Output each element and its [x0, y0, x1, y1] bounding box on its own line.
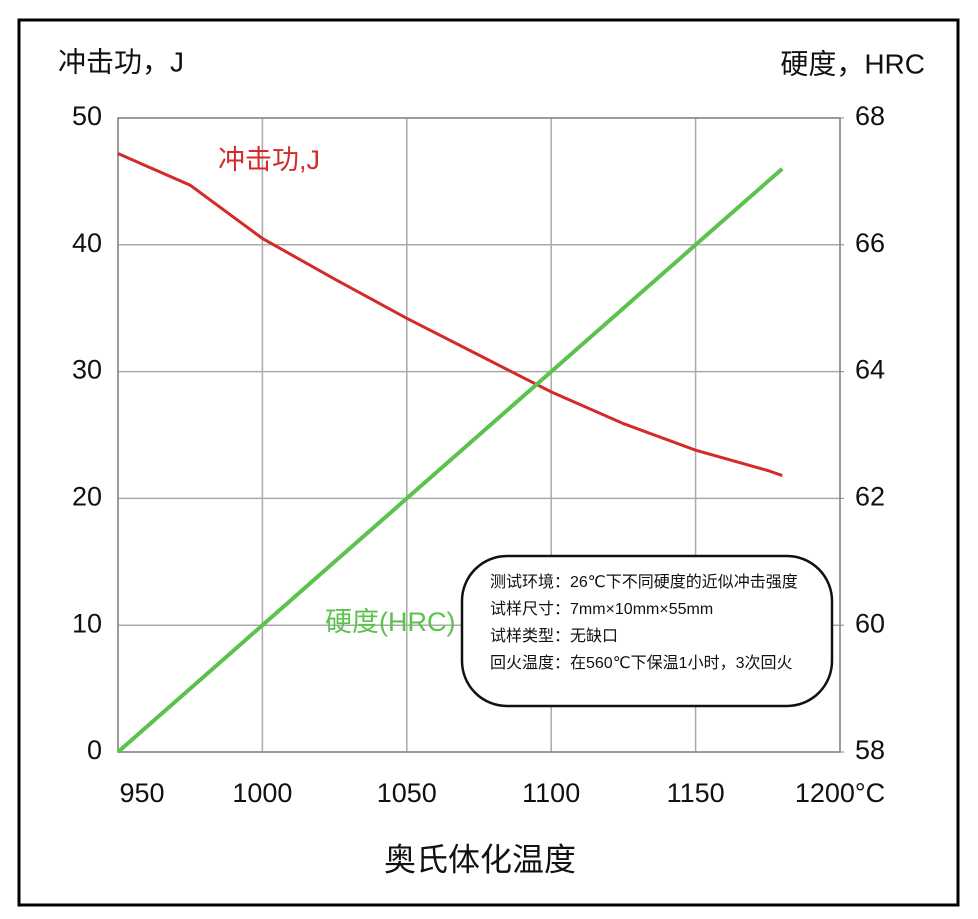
series-label: 硬度(HRC): [325, 607, 455, 637]
note-line: 试样尺寸：7mm×10mm×55mm: [490, 600, 713, 618]
y2-axis-title: 硬度，HRC: [780, 48, 925, 79]
plot-frame: [117, 117, 841, 753]
y2-tick-label: 68: [855, 101, 885, 131]
x-tick-label: 1100: [522, 778, 580, 808]
note-line: 测试环境：26℃下不同硬度的近似冲击强度: [490, 572, 798, 591]
y-axis-title: 冲击功，J: [58, 46, 184, 77]
note-box: [460, 554, 834, 708]
y-tick-label: 20: [72, 482, 102, 512]
y-tick-label: 10: [72, 608, 102, 638]
y2-tick-label: 58: [855, 735, 885, 765]
x-axis-title: 奥氏体化温度: [384, 841, 576, 877]
x-tick-label: 1050: [377, 778, 437, 808]
x-tick-label: 950: [119, 778, 164, 808]
series-label: 冲击功,J: [218, 145, 320, 175]
y-tick-label: 50: [72, 101, 102, 131]
y2-tick-label: 66: [855, 228, 885, 258]
y2-tick-label: 60: [855, 608, 885, 638]
y-tick-label: 0: [87, 735, 102, 765]
y2-tick-label: 64: [855, 355, 885, 385]
x-tick-label: 1150: [667, 778, 725, 808]
series-line: [116, 167, 784, 754]
y2-tick-label: 62: [855, 482, 885, 512]
y-tick-label: 40: [72, 228, 102, 258]
series-line: [117, 152, 783, 477]
x-tick-label: 1000: [232, 778, 292, 808]
note-line: 回火温度：在560℃下保温1小时，3次回火: [490, 654, 792, 672]
frame: [17, 18, 960, 907]
note-line: 试样类型：无缺口: [490, 627, 618, 645]
y-tick-label: 30: [72, 355, 102, 385]
x-tick-label: 1200°C: [795, 778, 885, 808]
